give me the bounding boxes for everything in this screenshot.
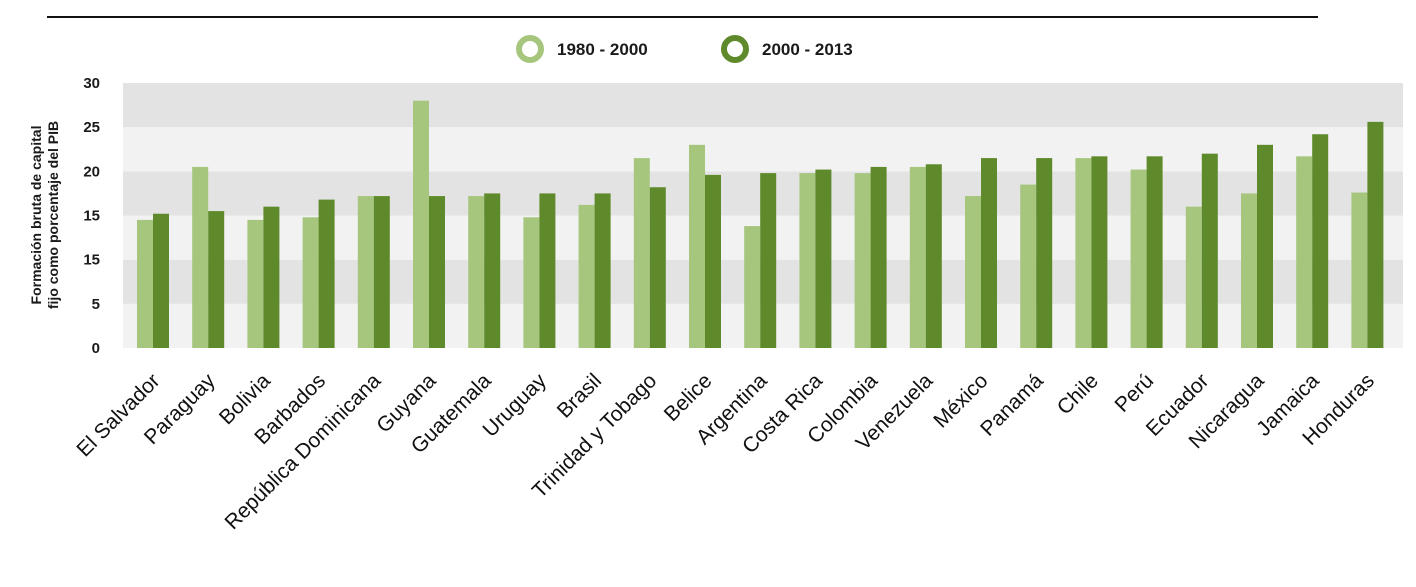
bar-uruguay-1980-2000 xyxy=(523,217,540,348)
bar-colombia-1980-2000 xyxy=(854,173,871,348)
bar-panama-1980-2000 xyxy=(1020,184,1037,348)
bar-barbados-2000-2013 xyxy=(318,199,335,348)
x-tick-label-chile: Chile xyxy=(1053,369,1103,419)
legend: 1980 - 2000 2000 - 2013 xyxy=(516,35,853,63)
bar-belice-2000-2013 xyxy=(705,174,721,348)
x-axis-labels: El SalvadorParaguayBoliviaBarbadosRepúbl… xyxy=(72,369,1379,534)
legend-label-2000-2013: 2000 - 2013 xyxy=(762,40,853,59)
legend-label-1980-2000: 1980 - 2000 xyxy=(557,40,648,59)
bars xyxy=(137,100,1384,349)
bar-guatemala-2000-2013 xyxy=(484,193,501,348)
y-axis-title-line-2: fijo como porcentaje del PIB xyxy=(45,121,61,309)
bar-republica-dominicana-2000-2013 xyxy=(373,196,390,348)
bar-chile-2000-2013 xyxy=(1091,156,1108,348)
bar-ecuador-1980-2000 xyxy=(1185,206,1202,348)
x-tick-label-brasil: Brasil xyxy=(553,369,606,422)
y-tick-label: 0 xyxy=(92,340,100,357)
legend-item-2000-2013: 2000 - 2013 xyxy=(721,35,853,63)
bar-colombia-2000-2013 xyxy=(870,166,887,348)
y-tick-label: 30 xyxy=(83,75,100,92)
bar-uruguay-2000-2013 xyxy=(539,193,556,348)
bar-bolivia-1980-2000 xyxy=(247,219,264,348)
bar-guatemala-1980-2000 xyxy=(468,196,485,348)
bar-peru-1980-2000 xyxy=(1130,169,1147,348)
bar-paraguay-2000-2013 xyxy=(208,211,225,348)
bar-honduras-2000-2013 xyxy=(1367,121,1384,348)
bar-ecuador-2000-2013 xyxy=(1201,153,1218,348)
legend-marker-1980-2000 xyxy=(516,35,544,63)
y-axis-title: Formación bruta de capital fijo como por… xyxy=(28,121,61,309)
x-tick-label-el-salvador: El Salvador xyxy=(72,369,164,461)
bar-brasil-1980-2000 xyxy=(578,204,595,348)
bar-argentina-2000-2013 xyxy=(760,173,777,348)
bar-belice-1980-2000 xyxy=(689,144,705,348)
grid-band xyxy=(123,127,1403,172)
grid-band xyxy=(123,83,1403,128)
bar-jamaica-2000-2013 xyxy=(1312,134,1329,348)
bar-costa-rica-2000-2013 xyxy=(815,169,832,348)
bar-jamaica-1980-2000 xyxy=(1296,156,1313,348)
bar-argentina-1980-2000 xyxy=(744,226,761,348)
bar-nicaragua-2000-2013 xyxy=(1257,144,1273,348)
x-tick-label-panama: Panamá xyxy=(976,369,1048,441)
bar-trinidad-y-tobago-2000-2013 xyxy=(649,187,666,348)
y-tick-label: 5 xyxy=(92,296,100,313)
bar-honduras-1980-2000 xyxy=(1351,192,1368,348)
bar-venezuela-1980-2000 xyxy=(909,166,926,348)
bar-el-salvador-2000-2013 xyxy=(153,213,169,348)
bar-mexico-1980-2000 xyxy=(965,196,981,348)
y-axis-title-line-1: Formación bruta de capital xyxy=(28,126,44,305)
bar-nicaragua-1980-2000 xyxy=(1241,193,1257,348)
bar-costa-rica-1980-2000 xyxy=(799,173,816,348)
y-tick-label: 15 xyxy=(83,208,100,225)
bar-brasil-2000-2013 xyxy=(594,193,611,348)
y-tick-label: 25 xyxy=(83,119,100,136)
bar-peru-2000-2013 xyxy=(1146,156,1163,348)
bar-paraguay-1980-2000 xyxy=(192,166,209,348)
bar-guyana-2000-2013 xyxy=(429,196,445,348)
bar-guyana-1980-2000 xyxy=(413,100,429,349)
bar-el-salvador-1980-2000 xyxy=(137,219,153,348)
y-tick-label: 20 xyxy=(83,163,100,180)
bar-panama-2000-2013 xyxy=(1036,158,1053,348)
bar-trinidad-y-tobago-1980-2000 xyxy=(633,158,650,348)
bar-mexico-2000-2013 xyxy=(981,158,997,348)
legend-item-1980-2000: 1980 - 2000 xyxy=(516,35,648,63)
y-tick-label: 15 xyxy=(83,252,100,269)
bar-bolivia-2000-2013 xyxy=(263,206,280,348)
bar-barbados-1980-2000 xyxy=(302,217,319,348)
bar-venezuela-2000-2013 xyxy=(925,164,942,348)
bar-republica-dominicana-1980-2000 xyxy=(357,196,374,348)
y-axis-ticks: 0 5 15 15 20 25 30 xyxy=(83,75,100,357)
x-tick-label-peru: Perú xyxy=(1111,369,1159,417)
legend-marker-2000-2013 xyxy=(721,35,749,63)
bar-chile-1980-2000 xyxy=(1075,158,1092,348)
